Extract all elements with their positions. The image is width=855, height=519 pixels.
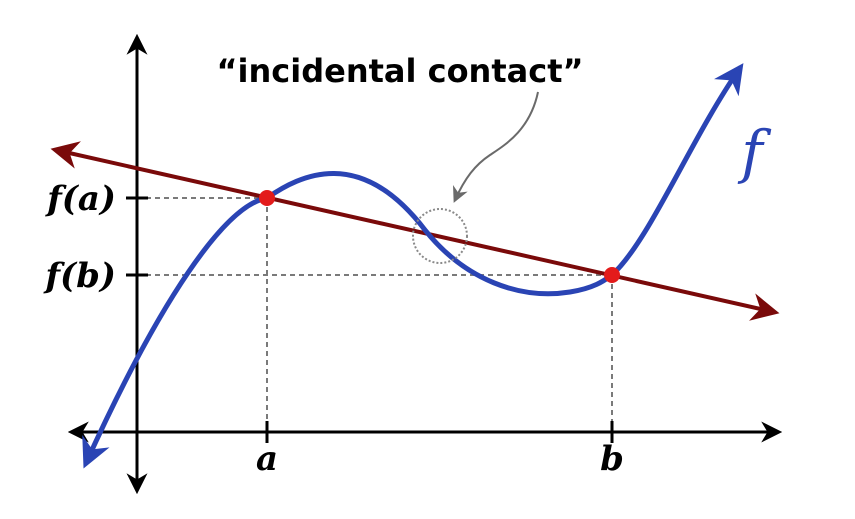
guide-lines	[137, 197, 613, 432]
x-tick-label-b: b	[600, 439, 624, 479]
tick-marks	[126, 196, 614, 443]
annotation-label: “incidental contact”	[216, 52, 583, 90]
annotation-pointer-arrow	[453, 91, 539, 203]
point-b	[604, 267, 620, 283]
x-tick-label-a: a	[256, 439, 278, 479]
contact-circle	[412, 208, 468, 264]
secant-line	[50, 141, 780, 321]
function-curve	[82, 63, 744, 469]
y-tick-label-fb: f(b)	[43, 256, 116, 296]
y-tick-label-fa: f(a)	[45, 179, 116, 219]
point-a	[259, 190, 275, 206]
function-label: f	[737, 118, 772, 186]
